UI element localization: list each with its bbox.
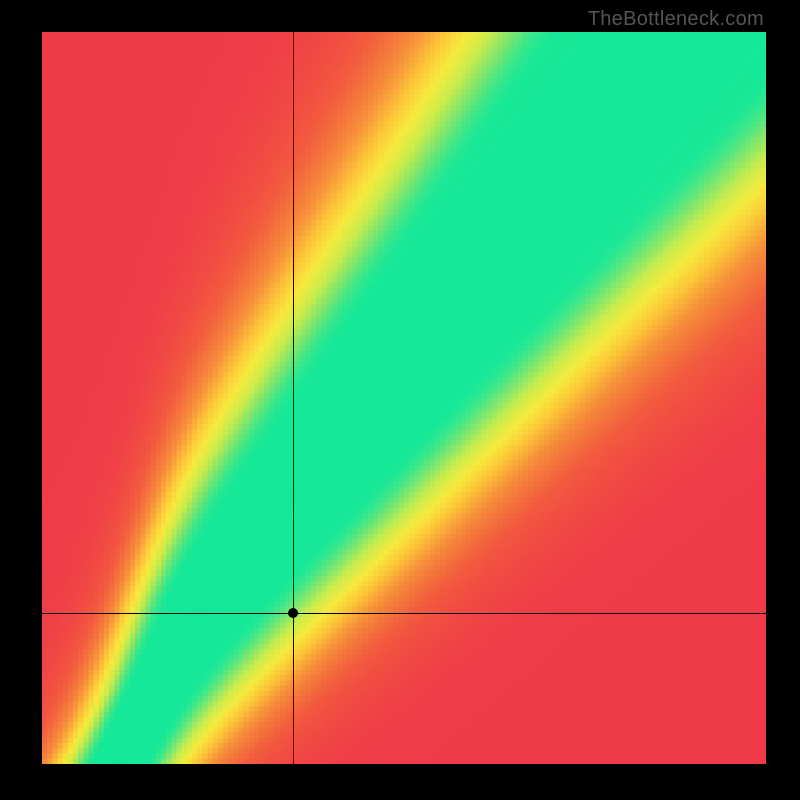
plot-area [42,32,766,764]
crosshair-horizontal [42,613,766,614]
watermark-text: TheBottleneck.com [588,8,764,31]
heatmap-canvas [42,32,766,764]
chart-frame: TheBottleneck.com [0,0,800,800]
crosshair-point [288,608,298,618]
crosshair-vertical [293,32,294,764]
